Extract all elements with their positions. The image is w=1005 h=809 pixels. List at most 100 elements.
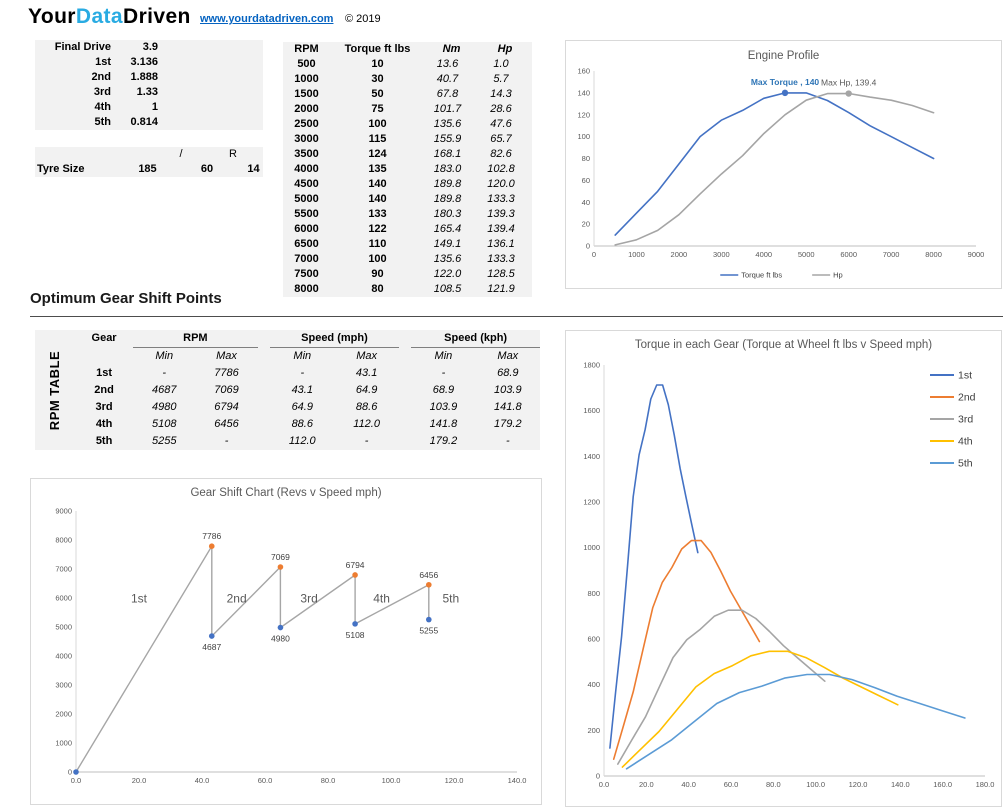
cell bbox=[258, 365, 270, 382]
shift-row: 2nd 4687 7069 43.1 64.9 68.9 103.9 bbox=[75, 382, 540, 399]
cell: 8000 bbox=[294, 283, 319, 295]
rpm-row: 2500 100 135.6 47.6 bbox=[283, 117, 532, 132]
cell bbox=[258, 330, 270, 348]
cell: 6794 bbox=[214, 401, 239, 413]
cell: 2nd bbox=[91, 71, 111, 83]
cell bbox=[35, 147, 125, 162]
svg-text:8000: 8000 bbox=[55, 536, 72, 545]
copyright-text: © 2019 bbox=[345, 13, 381, 25]
svg-text:4980: 4980 bbox=[271, 634, 290, 644]
svg-text:1000: 1000 bbox=[55, 739, 72, 748]
svg-text:Torque in each Gear (Torque at: Torque in each Gear (Torque at Wheel ft … bbox=[635, 339, 932, 351]
cell: Min bbox=[434, 350, 453, 362]
svg-text:4000: 4000 bbox=[55, 652, 72, 661]
section-divider bbox=[30, 316, 1003, 317]
svg-text:2nd: 2nd bbox=[958, 392, 976, 404]
rpm-row: 6000 122 165.4 139.4 bbox=[283, 222, 532, 237]
cell: 7500 bbox=[294, 268, 319, 280]
ratio-row: 1st 3.136 bbox=[35, 55, 263, 70]
svg-text:8000: 8000 bbox=[925, 250, 942, 259]
cell: 3000 bbox=[294, 133, 319, 145]
cell: 6000 bbox=[294, 223, 319, 235]
svg-text:20.0: 20.0 bbox=[132, 776, 147, 785]
cell: 40.7 bbox=[436, 73, 459, 85]
cell bbox=[162, 100, 263, 115]
cell bbox=[162, 55, 263, 70]
cell bbox=[399, 399, 411, 416]
cell: 165.4 bbox=[433, 223, 462, 235]
cell bbox=[258, 433, 270, 450]
svg-text:140.0: 140.0 bbox=[891, 780, 910, 789]
ratio-row: 4th 1 bbox=[35, 100, 263, 115]
cell: 0.814 bbox=[130, 116, 158, 128]
cell: 10 bbox=[371, 58, 384, 70]
cell: 115 bbox=[368, 133, 387, 145]
svg-text:4000: 4000 bbox=[755, 250, 772, 259]
tyre-separator: / bbox=[179, 148, 183, 160]
cell: 90 bbox=[371, 268, 384, 280]
cell: 3.9 bbox=[142, 41, 158, 53]
tyre-value-row: Tyre Size 185 60 14 bbox=[35, 162, 263, 177]
svg-text:120.0: 120.0 bbox=[445, 776, 464, 785]
svg-text:6794: 6794 bbox=[346, 560, 365, 570]
cell: 110 bbox=[368, 238, 387, 250]
cell: - bbox=[162, 367, 167, 379]
svg-text:1400: 1400 bbox=[583, 452, 600, 461]
cell: 112.0 bbox=[288, 435, 316, 447]
cell: 1.0 bbox=[493, 58, 509, 70]
cell: Min bbox=[293, 350, 312, 362]
svg-text:140.0: 140.0 bbox=[508, 776, 527, 785]
cell: Hp bbox=[497, 43, 513, 55]
cell: 189.8 bbox=[433, 178, 462, 190]
tyre-width: 185 bbox=[138, 163, 157, 175]
ratio-row: 3rd 1.33 bbox=[35, 85, 263, 100]
cell: 136.1 bbox=[487, 238, 515, 250]
cell: 14.3 bbox=[490, 88, 512, 100]
svg-text:180.0: 180.0 bbox=[976, 780, 995, 789]
cell: 7786 bbox=[214, 367, 239, 379]
svg-text:6000: 6000 bbox=[840, 250, 857, 259]
svg-text:1600: 1600 bbox=[583, 406, 600, 415]
cell: Max bbox=[356, 350, 378, 362]
rpm-row: 5000 140 189.8 133.3 bbox=[283, 192, 532, 207]
svg-text:1st: 1st bbox=[131, 591, 148, 605]
svg-text:5000: 5000 bbox=[55, 623, 72, 632]
svg-text:Gear Shift Chart (Revs v Speed: Gear Shift Chart (Revs v Speed mph) bbox=[190, 487, 381, 499]
svg-text:3000: 3000 bbox=[55, 681, 72, 690]
cell: 68.9 bbox=[432, 384, 455, 396]
tyre-r-label: R bbox=[229, 148, 237, 160]
cell bbox=[399, 382, 411, 399]
cell: 121.9 bbox=[487, 283, 515, 295]
cell: Nm bbox=[442, 43, 461, 55]
svg-text:Max Torque , 140: Max Torque , 140 bbox=[751, 77, 820, 87]
cell bbox=[162, 85, 263, 100]
cell: 141.8 bbox=[494, 401, 522, 413]
cell: 180.3 bbox=[433, 208, 462, 220]
rpm-row: 4000 135 183.0 102.8 bbox=[283, 162, 532, 177]
tyre-label: Tyre Size bbox=[37, 163, 85, 175]
cell: Final Drive bbox=[54, 41, 111, 53]
site-link[interactable]: www.yourdatadriven.com bbox=[200, 13, 334, 25]
cell bbox=[192, 147, 222, 162]
svg-text:60: 60 bbox=[582, 176, 590, 185]
svg-text:1200: 1200 bbox=[583, 498, 600, 507]
svg-text:120.0: 120.0 bbox=[849, 780, 868, 789]
svg-text:0: 0 bbox=[586, 242, 590, 251]
cell: 82.6 bbox=[490, 148, 512, 160]
svg-text:800: 800 bbox=[587, 589, 600, 598]
cell: 124 bbox=[368, 148, 387, 160]
svg-text:Engine Profile: Engine Profile bbox=[748, 50, 820, 62]
cell: 4980 bbox=[152, 401, 177, 413]
cell: 101.7 bbox=[433, 103, 462, 115]
cell: Speed (kph) bbox=[411, 330, 540, 348]
svg-text:200: 200 bbox=[587, 726, 600, 735]
cell: 4th bbox=[94, 101, 112, 113]
cell: 5000 bbox=[294, 193, 319, 205]
svg-text:2000: 2000 bbox=[55, 710, 72, 719]
rpm-row: 500 10 13.6 1.0 bbox=[283, 57, 532, 72]
svg-text:9000: 9000 bbox=[55, 507, 72, 516]
svg-text:1000: 1000 bbox=[583, 543, 600, 552]
svg-text:40.0: 40.0 bbox=[681, 780, 696, 789]
cell: RPM bbox=[133, 330, 258, 348]
cell: 140 bbox=[368, 178, 387, 190]
